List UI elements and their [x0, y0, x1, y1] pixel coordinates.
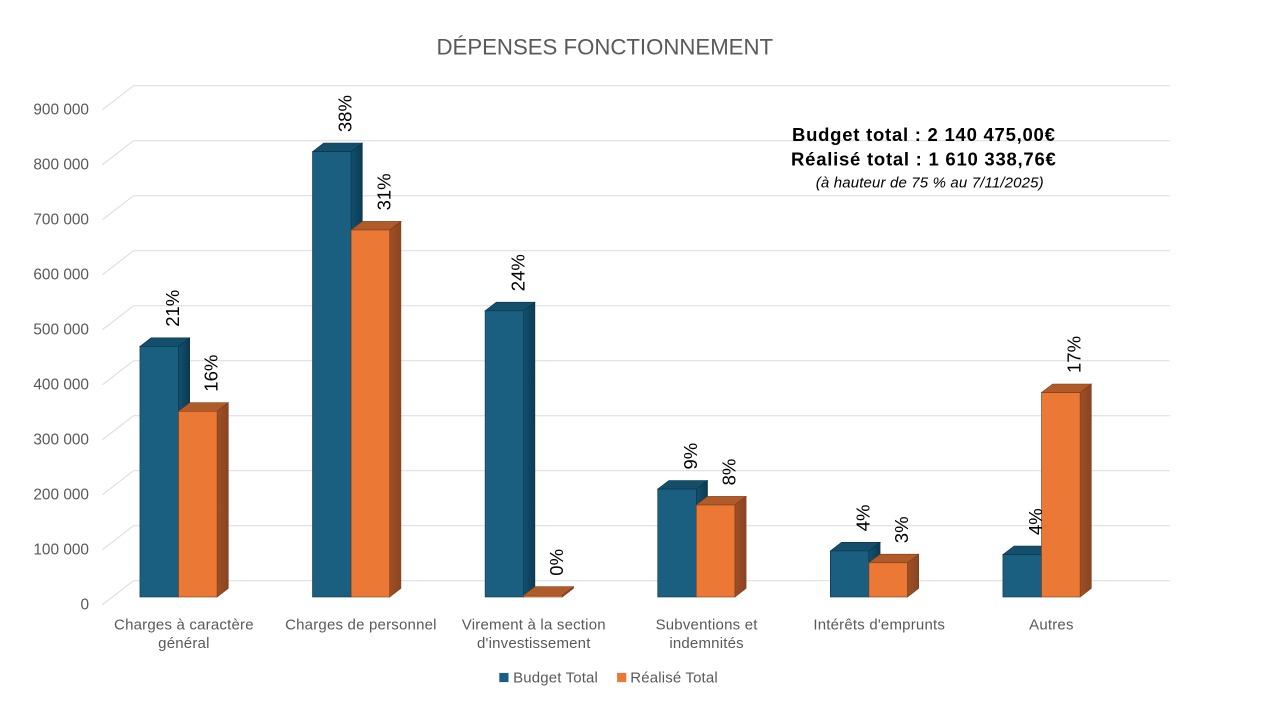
svg-text:indemnités: indemnités	[669, 635, 744, 652]
svg-text:Budget Total: Budget Total	[513, 669, 598, 686]
svg-text:4%: 4%	[1025, 508, 1046, 535]
svg-text:général: général	[158, 635, 209, 652]
svg-text:8%: 8%	[719, 459, 740, 486]
svg-text:Budget total : 2 140 475,00€: Budget total : 2 140 475,00€	[792, 124, 1056, 145]
svg-text:300 000: 300 000	[33, 432, 89, 449]
svg-text:Intérêts d'emprunts: Intérêts d'emprunts	[813, 616, 945, 633]
svg-text:Subventions et: Subventions et	[656, 616, 759, 633]
svg-text:500 000: 500 000	[33, 322, 89, 339]
svg-text:Charges de personnel: Charges de personnel	[285, 616, 437, 633]
svg-text:16%: 16%	[201, 355, 222, 392]
svg-text:700 000: 700 000	[33, 212, 89, 229]
svg-text:100 000: 100 000	[33, 542, 89, 559]
svg-text:3%: 3%	[891, 516, 912, 543]
svg-text:600 000: 600 000	[33, 267, 89, 284]
svg-text:17%: 17%	[1064, 336, 1085, 373]
svg-text:DÉPENSES FONCTIONNEMENT: DÉPENSES FONCTIONNEMENT	[437, 35, 774, 60]
svg-text:Réalisé Total: Réalisé Total	[630, 669, 718, 686]
svg-text:Charges à caractère: Charges à caractère	[114, 616, 254, 633]
svg-text:24%: 24%	[507, 254, 528, 291]
svg-text:400 000: 400 000	[33, 377, 89, 394]
svg-text:9%: 9%	[680, 443, 701, 470]
svg-text:200 000: 200 000	[33, 487, 89, 504]
svg-text:Réalisé total : 1 610 338,76€: Réalisé total : 1 610 338,76€	[791, 148, 1056, 169]
svg-text:31%: 31%	[373, 173, 394, 210]
svg-text:0: 0	[80, 597, 89, 614]
svg-text:900 000: 900 000	[33, 102, 89, 119]
svg-text:800 000: 800 000	[33, 157, 89, 174]
svg-text:38%: 38%	[335, 95, 356, 132]
svg-text:Virement à la section: Virement à la section	[462, 616, 606, 633]
svg-text:0%: 0%	[546, 549, 567, 576]
svg-text:(à hauteur de 75 % au 7/11/202: (à hauteur de 75 % au 7/11/2025)	[816, 175, 1044, 192]
svg-text:4%: 4%	[853, 505, 874, 532]
svg-text:d'investissement: d'investissement	[477, 635, 591, 652]
svg-text:Autres: Autres	[1029, 616, 1074, 633]
svg-text:21%: 21%	[162, 290, 183, 327]
